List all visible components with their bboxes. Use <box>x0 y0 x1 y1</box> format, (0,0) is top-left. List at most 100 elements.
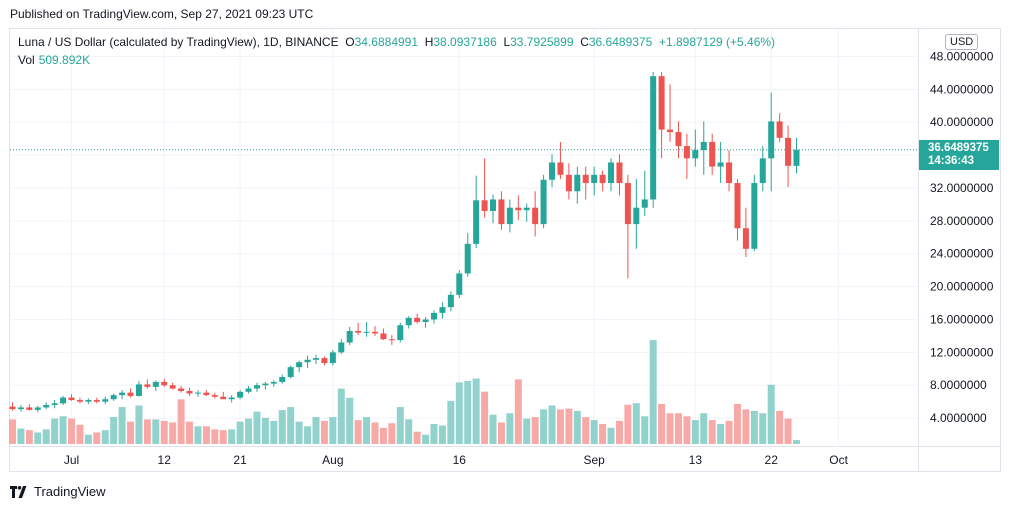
candle-body <box>439 307 446 313</box>
candle-body <box>388 339 395 341</box>
volume-bar <box>304 426 312 444</box>
currency-button[interactable]: USD <box>945 34 979 50</box>
volume-bar <box>582 417 590 444</box>
candle-body <box>515 207 522 211</box>
volume-bar <box>245 418 253 444</box>
candle-body <box>557 162 564 175</box>
volume-bar <box>742 409 750 444</box>
candle-body <box>456 273 463 295</box>
y-tick-label: 12.0000000 <box>930 345 994 359</box>
y-tick-label: 48.0000000 <box>930 49 994 63</box>
candle-body <box>490 199 497 211</box>
volume-bars <box>9 340 800 444</box>
x-tick-label: Sep <box>583 453 605 467</box>
low-label: L <box>503 35 511 49</box>
volume-bar <box>455 382 463 444</box>
y-tick-label: 28.0000000 <box>930 214 994 228</box>
candle-body <box>329 352 336 364</box>
candle-body <box>717 162 724 167</box>
grid-lines <box>10 29 918 446</box>
candle-body <box>110 395 117 400</box>
candle-body <box>220 396 227 400</box>
volume-bar <box>261 417 269 444</box>
last-price-value: 36.6489375 <box>928 142 989 154</box>
candle-body <box>371 331 378 334</box>
volume-bar <box>784 418 792 444</box>
candle-body <box>9 406 16 410</box>
volume-bar <box>540 409 548 444</box>
candle-body <box>751 183 758 249</box>
volume-bar <box>590 420 598 444</box>
volume-label: Vol <box>18 53 35 67</box>
volume-bar <box>413 431 421 444</box>
candle-body <box>93 400 100 402</box>
candle-body <box>641 199 648 208</box>
candle-body <box>253 385 260 389</box>
candle-body <box>304 359 311 363</box>
candle-body <box>540 179 547 225</box>
x-tick-label: Oct <box>829 453 848 467</box>
candle-body <box>700 141 707 151</box>
tradingview-brand[interactable]: TradingView <box>10 484 106 499</box>
candle-body <box>506 207 513 225</box>
candle-body <box>608 162 615 184</box>
volume-bar <box>17 428 25 444</box>
volume-bar <box>320 420 328 444</box>
candle-body <box>405 317 412 326</box>
candle-body <box>380 333 387 340</box>
candle-body <box>431 312 437 320</box>
volume-bar <box>34 432 42 444</box>
candle-body <box>312 358 319 360</box>
volume-bar <box>25 430 33 444</box>
volume-bar <box>228 429 236 444</box>
candle-body <box>178 388 185 391</box>
candle-body <box>203 392 210 396</box>
x-tick-label: 13 <box>689 453 703 467</box>
candle-body <box>355 330 362 333</box>
volume-bar <box>42 429 50 444</box>
volume-bar <box>127 421 135 444</box>
volume-bar <box>346 397 354 444</box>
volume-bar <box>523 418 531 444</box>
countdown-value: 14:36:43 <box>928 155 975 167</box>
volume-bar <box>135 405 143 444</box>
candle-body <box>211 395 218 397</box>
volume-bar <box>9 419 16 444</box>
published-note: Published on TradingView.com, Sep 27, 20… <box>10 7 314 21</box>
volume-bar <box>674 413 682 444</box>
volume-bar <box>649 340 657 444</box>
candle-body <box>228 397 235 400</box>
volume-bar <box>767 384 775 444</box>
volume-bar <box>51 418 59 444</box>
volume-bar <box>464 380 472 444</box>
y-tick-label: 44.0000000 <box>930 82 994 96</box>
volume-bar <box>329 417 337 444</box>
candle-body <box>574 174 581 192</box>
volume-bar <box>396 407 404 444</box>
candle-body <box>169 385 176 389</box>
volume-bar <box>759 413 767 444</box>
candle-body <box>186 390 193 394</box>
candle-body <box>363 331 370 333</box>
volume-bar <box>733 403 741 444</box>
candle-body <box>624 183 631 225</box>
candle-body <box>447 294 454 308</box>
candle-body <box>565 174 572 192</box>
candle-body <box>742 228 749 249</box>
x-tick-label: Jul <box>64 453 79 467</box>
candle-body <box>135 384 142 396</box>
volume-bar <box>101 430 109 444</box>
y-tick-label: 32.0000000 <box>930 181 994 195</box>
volume-bar <box>312 417 320 444</box>
volume-bar <box>599 423 607 444</box>
volume-bar <box>337 388 345 444</box>
volume-bar <box>84 434 92 444</box>
candle-body <box>287 367 294 378</box>
volume-bar <box>556 409 564 444</box>
volume-bar <box>211 429 219 444</box>
candle-body <box>296 362 303 368</box>
x-tick-label: 22 <box>765 453 779 467</box>
candle-body <box>709 141 716 167</box>
candle-body <box>34 407 41 410</box>
